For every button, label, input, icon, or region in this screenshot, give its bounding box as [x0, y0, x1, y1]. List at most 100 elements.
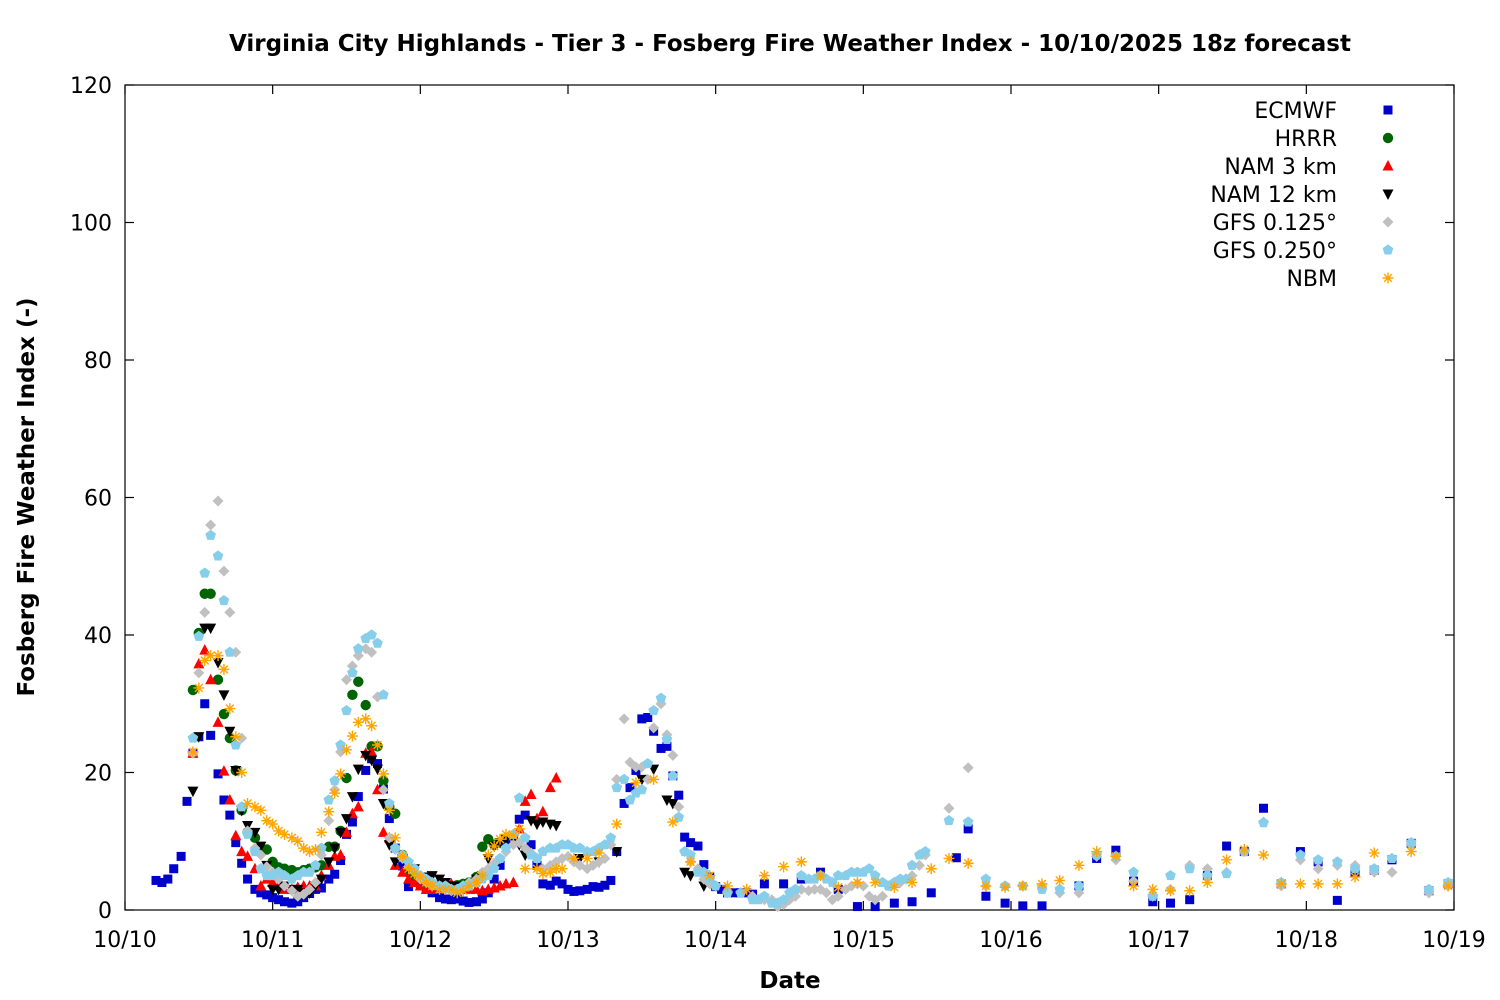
y-tick-label: 40 [84, 624, 112, 649]
chart-title: Virginia City Highlands - Tier 3 - Fosbe… [229, 31, 1351, 57]
hrrr-point [477, 841, 488, 852]
nbm-point [426, 880, 438, 892]
nbm-point [832, 881, 844, 893]
gfs-0-250-point [1386, 852, 1398, 863]
gfs-0-250-point [1202, 870, 1213, 881]
gfs-0-125-point [832, 890, 844, 902]
ecmwf-point [353, 792, 363, 802]
gfs-0-125-point [913, 859, 925, 871]
gfs-0-125-point [218, 565, 230, 577]
ecmwf-point [606, 875, 616, 885]
nbm-point [778, 861, 790, 873]
gfs-0-250-point [611, 782, 623, 793]
ecmwf-point [582, 884, 592, 894]
ecmwf-point [347, 817, 357, 827]
ecmwf-point [464, 897, 474, 907]
ecmwf-point [662, 741, 672, 751]
ecmwf-point [637, 714, 647, 724]
ecmwf-point [693, 841, 703, 851]
nbm-point [341, 744, 352, 756]
nbm-point [685, 856, 697, 868]
gfs-0-250-point [199, 567, 211, 578]
hrrr-point [341, 772, 352, 784]
nam-12-km-point [224, 726, 236, 738]
nam-3-km-point [403, 873, 415, 884]
gfs-0-125-point [1201, 863, 1213, 875]
ecmwf-point [600, 880, 610, 890]
ecmwf-point [852, 902, 862, 912]
hrrr-point [360, 699, 371, 711]
nbm-point [230, 731, 242, 743]
gfs-0-125-point [205, 519, 217, 531]
gfs-0-250-point [310, 859, 321, 870]
nbm-point [273, 825, 285, 837]
nbm-point [888, 881, 900, 893]
ecmwf-point [1185, 895, 1195, 905]
ecmwf-point [176, 851, 186, 861]
nbm-point [1294, 878, 1306, 890]
gfs-0-125-point [820, 887, 832, 899]
nbm-point [648, 773, 660, 785]
gfs-0-250-point [230, 739, 242, 750]
nbm-point [1349, 871, 1361, 883]
nam-12-km-point [255, 841, 267, 853]
gfs-0-250-point [962, 816, 974, 827]
nbm-point [383, 804, 395, 816]
nbm-point [335, 768, 347, 780]
gfs-0-250-point [519, 832, 531, 843]
ecmwf-point [545, 880, 555, 890]
y-tick-label: 100 [70, 212, 112, 237]
nam-12-km-point [346, 792, 358, 803]
nbm-point [408, 868, 420, 880]
nbm-point [507, 830, 519, 842]
legend-label: NBM [1286, 267, 1337, 292]
ecmwf-point [526, 840, 536, 850]
nbm-point [278, 828, 290, 840]
nam-12-km-point [389, 857, 401, 868]
gfs-0-250-point [341, 705, 352, 716]
nbm-point [377, 768, 389, 780]
ecmwf-point [225, 810, 235, 820]
gfs-0-125-point [212, 495, 224, 507]
nam-12-km-point [335, 827, 347, 839]
ecmwf-point [717, 884, 727, 894]
nbm-point [593, 847, 605, 859]
x-tick-label: 10/11 [241, 928, 304, 953]
gfs-0-250-point [1295, 849, 1306, 860]
gfs-0-250-point [494, 852, 506, 863]
x-tick-label: 10/18 [1275, 928, 1338, 953]
nam-12-km-point [315, 874, 327, 886]
gfs-0-250-point [1221, 867, 1232, 879]
legend-label: NAM 3 km [1224, 155, 1337, 180]
gfs-0-250-point [698, 866, 710, 877]
nam-12-km-point [426, 871, 438, 882]
ecmwf-point [557, 879, 567, 889]
nbm-point [457, 885, 469, 897]
gfs-0-250-point [488, 863, 500, 874]
x-tick-label: 10/10 [93, 928, 156, 953]
gfs-0-125-point [199, 606, 211, 618]
nam-12-km-point [661, 795, 673, 806]
nbm-point [758, 870, 770, 882]
nbm-point [667, 816, 679, 828]
legend: ECMWF HRRR NAM 3 km NAM 12 km GFS 0.125° GFS … [1210, 99, 1394, 292]
nbm-point [346, 730, 358, 742]
nbm-point [494, 833, 506, 845]
gfs-0-250-point [980, 873, 992, 884]
nbm-point [315, 826, 327, 838]
nbm-point [550, 863, 562, 875]
nam-3-km-point [408, 876, 420, 887]
gfs-0-125-point [648, 722, 660, 734]
nam-3-km-point [414, 879, 426, 891]
y-tick-label: 20 [84, 762, 112, 787]
ecmwf-point [907, 897, 917, 907]
nbm-point [531, 863, 543, 875]
nbm-point [1054, 874, 1066, 886]
x-tick-label: 10/13 [536, 928, 599, 953]
nbm-point [309, 844, 321, 855]
gfs-0-250-point [1128, 866, 1139, 877]
nbm-point [851, 877, 863, 888]
gfs-0-250-point [389, 842, 401, 853]
nbm-point [925, 863, 937, 875]
gfs-0-250-point [187, 732, 199, 743]
